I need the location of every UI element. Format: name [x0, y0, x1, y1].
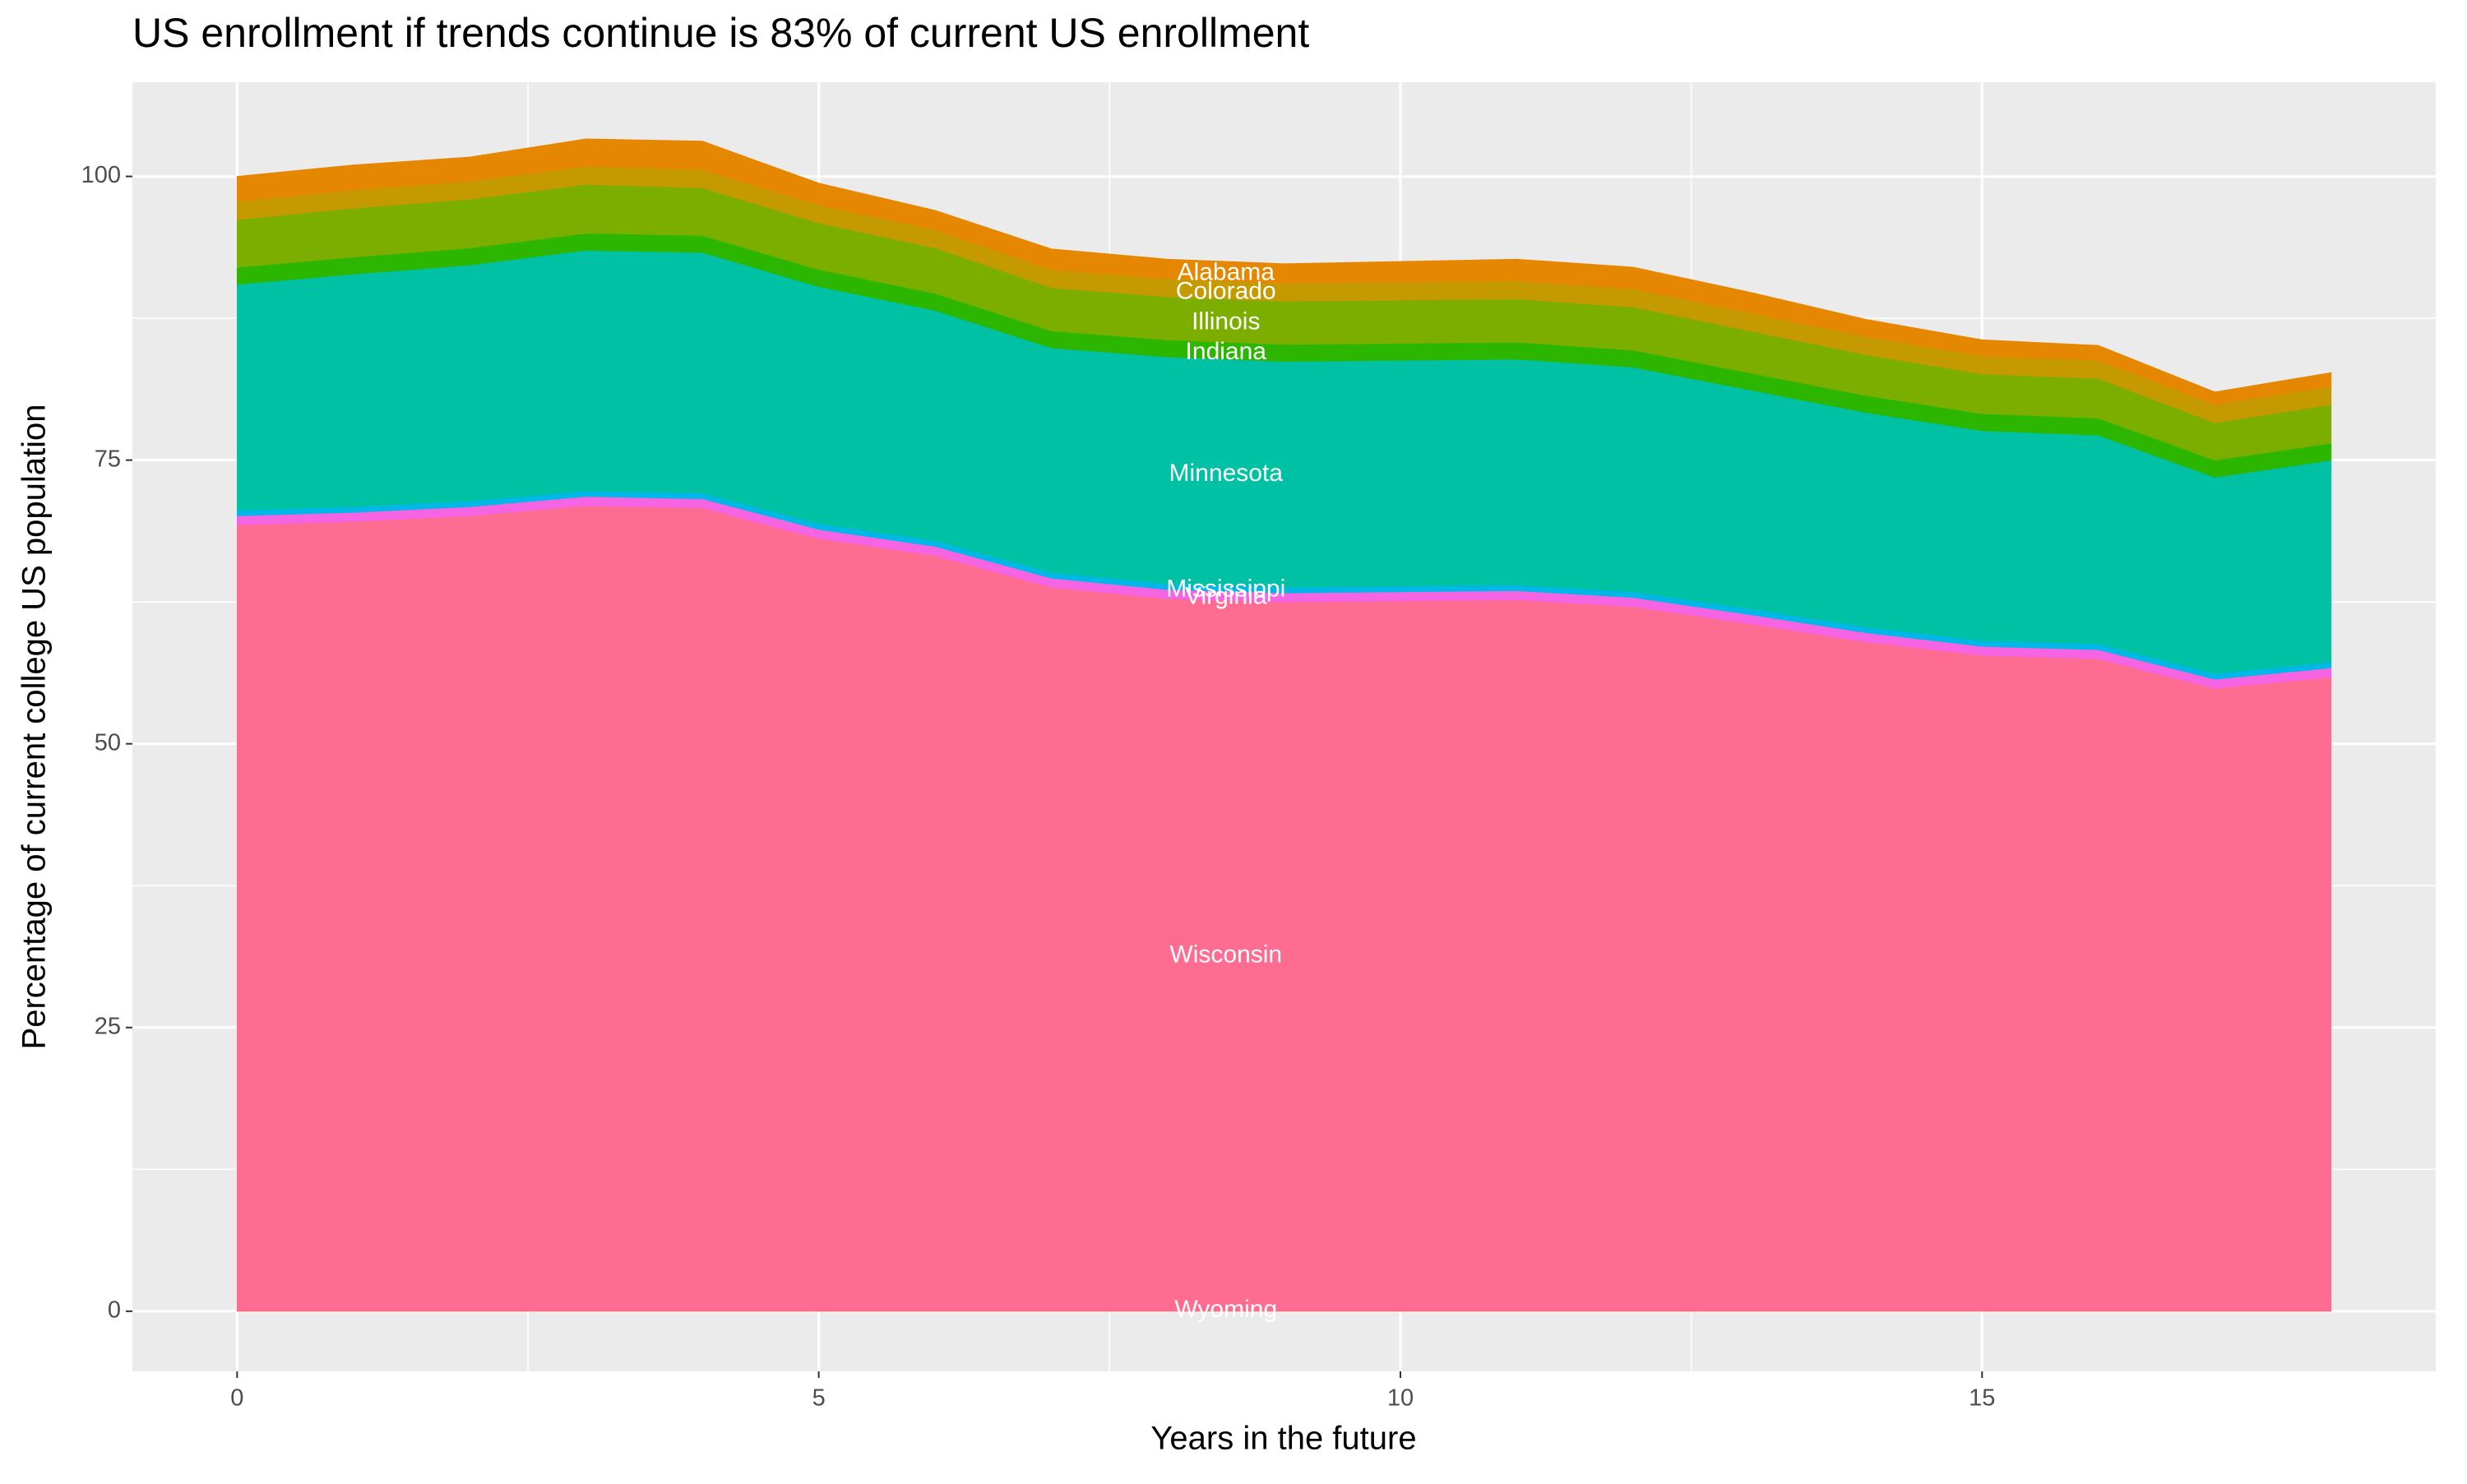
x-axis-title: Years in the future [1150, 1421, 1416, 1457]
x-tick-label: 10 [1387, 1385, 1414, 1412]
series-label: Mississippi [1166, 576, 1285, 603]
chart-title: US enrollment if trends continue is 83% … [132, 10, 1309, 56]
series-label: Minnesota [1169, 460, 1284, 487]
series-label: Alabama [1178, 258, 1275, 285]
series-label: Indiana [1186, 338, 1267, 365]
y-tick-label: 100 [81, 162, 121, 188]
series-label: Illinois [1192, 308, 1260, 335]
series-label: Wisconsin [1169, 941, 1282, 969]
y-tick-label: 50 [95, 729, 121, 756]
x-tick-label: 5 [812, 1385, 826, 1412]
y-axis-title: Percentage of current college US populat… [16, 405, 53, 1050]
area-band [236, 138, 2332, 405]
series-label: Virginia [1185, 583, 1267, 610]
y-tick-label: 0 [108, 1297, 121, 1324]
series-label: Wyoming [1174, 1296, 1277, 1323]
x-tick-label: 0 [230, 1385, 243, 1412]
y-tick-label: 25 [95, 1013, 121, 1039]
series-label: Colorado [1176, 277, 1276, 304]
x-tick-label: 15 [1969, 1385, 1995, 1412]
y-tick-label: 75 [95, 446, 121, 472]
